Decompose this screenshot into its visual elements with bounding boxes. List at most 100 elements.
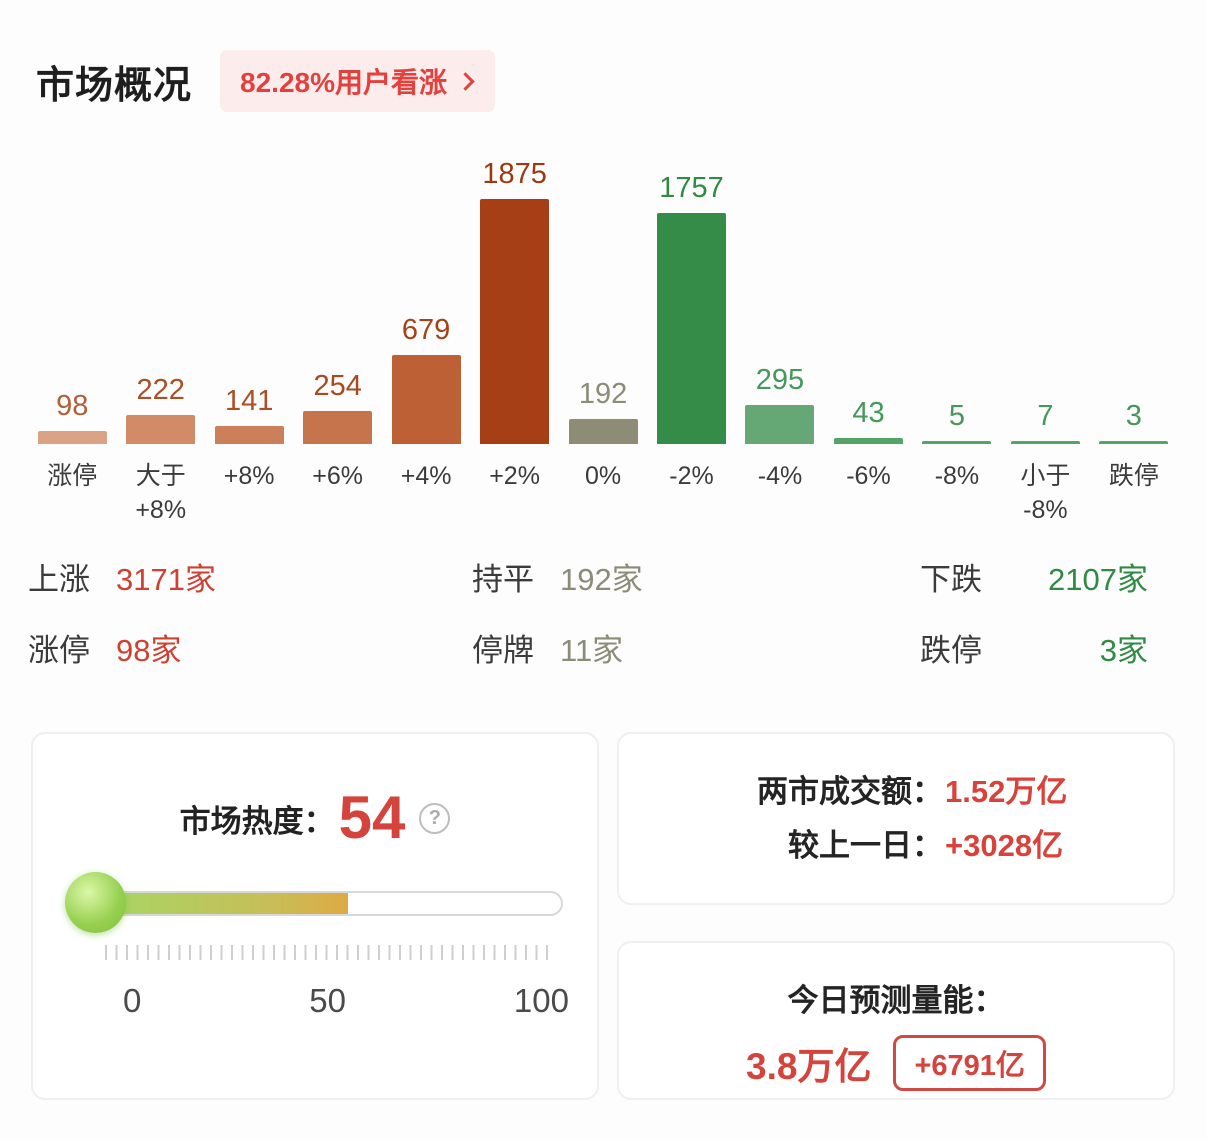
stat-suspended-value: 11家 xyxy=(560,633,624,668)
heat-value: 54 xyxy=(338,784,406,851)
bar-category-label: -4% xyxy=(757,462,803,490)
turnover-label: 两市成交额： xyxy=(757,774,943,810)
bar-category-label: 小于 -8% xyxy=(1020,462,1071,524)
stats-row-1: 上涨 3171家 持平 192家 下跌 2107家 xyxy=(28,554,1148,599)
turnover-line: 两市成交额： 1.52万亿 xyxy=(619,765,1173,818)
bar-value-label: 1875 xyxy=(482,158,547,190)
bar xyxy=(303,411,373,444)
bar-value-label: 192 xyxy=(578,378,628,410)
bar xyxy=(1010,441,1080,444)
bar-value-label: 679 xyxy=(401,314,451,346)
gauge-track[interactable] xyxy=(95,891,563,916)
bar-value-label: 3 xyxy=(1125,400,1142,432)
right-cards-column: 两市成交额： 1.52万亿 较上一日： +3028亿 今日预测量能： 3.8万亿… xyxy=(617,732,1175,1100)
stat-up-label: 上涨 xyxy=(28,562,90,597)
stat-suspended-label: 停牌 xyxy=(472,633,534,668)
market-stats: 上涨 3171家 持平 192家 下跌 2107家 涨停 98家 停牌 11家 xyxy=(0,554,1206,670)
bar xyxy=(37,431,107,444)
bar-stack: 295 xyxy=(736,158,824,444)
bar-stack: 43 xyxy=(824,158,912,444)
turnover-value: 1.52万亿 xyxy=(945,774,1068,810)
bar-category-label: +8% xyxy=(223,462,275,490)
page-title: 市场概况 xyxy=(36,64,193,107)
stat-flat: 持平 192家 xyxy=(472,554,920,599)
stat-limit-down: 跌停 3家 xyxy=(920,625,1148,670)
bar-category-label: -2% xyxy=(669,462,714,490)
turnover-change-line: 较上一日： +3028亿 xyxy=(619,819,1173,872)
stat-limit-up-label: 涨停 xyxy=(28,633,90,668)
turnover-card: 两市成交额： 1.52万亿 较上一日： +3028亿 xyxy=(617,732,1175,905)
bar xyxy=(214,426,284,444)
chart-column: 679 +4% xyxy=(382,158,470,528)
chart-column: 141 +8% xyxy=(205,158,293,528)
chart-column: 295 -4% xyxy=(736,158,824,528)
header: 市场概况 82.28%用户看涨 xyxy=(0,0,1206,112)
bar-stack: 5 xyxy=(913,158,1001,444)
heat-gauge xyxy=(65,872,563,934)
bar-value-label: 222 xyxy=(136,374,185,406)
stat-up: 上涨 3171家 xyxy=(28,554,472,599)
bar-category-label: -6% xyxy=(846,462,891,490)
chart-column: 43 -6% xyxy=(824,158,912,528)
stat-down-label: 下跌 xyxy=(920,562,982,597)
bar-value-label: 98 xyxy=(56,390,89,422)
stat-limit-up-value: 98家 xyxy=(116,633,182,668)
bar xyxy=(391,355,461,444)
forecast-line: 3.8万亿 +6791亿 xyxy=(619,1035,1173,1091)
chart-column: 5 -8% xyxy=(913,158,1001,528)
stat-up-value: 3171家 xyxy=(116,562,216,597)
bar-category-label: 跌停 xyxy=(1108,462,1159,490)
bar-stack: 3 xyxy=(1090,158,1178,444)
bar-category-label: 0% xyxy=(584,462,622,490)
gauge-knob[interactable] xyxy=(65,872,126,933)
chart-column: 192 0% xyxy=(559,158,647,528)
chart-column: 1875 +2% xyxy=(470,158,558,528)
gauge-scale-max: 100 xyxy=(513,982,569,1019)
heat-label: 市场热度： xyxy=(179,803,335,839)
stat-limit-down-label: 跌停 xyxy=(920,633,982,668)
bottom-cards: 市场热度： 54 ? 0 50 100 两市成交额： 1.52万亿 xyxy=(0,732,1206,1100)
bar-stack: 679 xyxy=(382,158,470,444)
chart-column: 1757 -2% xyxy=(647,158,735,528)
chart-column: 3 跌停 xyxy=(1090,158,1178,528)
stats-row-2: 涨停 98家 停牌 11家 跌停 3家 xyxy=(28,625,1148,670)
stat-down-value: 2107家 xyxy=(1048,562,1148,597)
bar-value-label: 1757 xyxy=(659,172,724,204)
bar-value-label: 7 xyxy=(1037,400,1054,432)
bar-category-label: +6% xyxy=(312,462,363,490)
bar xyxy=(480,199,550,444)
chart-column: 254 +6% xyxy=(293,158,381,528)
help-icon[interactable]: ? xyxy=(419,802,451,834)
bar-stack: 7 xyxy=(1001,158,1089,444)
forecast-value: 3.8万亿 xyxy=(746,1046,872,1087)
bar-value-label: 43 xyxy=(852,397,885,429)
stat-flat-value: 192家 xyxy=(560,562,643,597)
bar xyxy=(1099,441,1169,444)
bar-category-label: 涨停 xyxy=(47,462,98,490)
bullish-sentiment-label: 82.28%用户看涨 xyxy=(240,67,447,98)
bullish-sentiment-badge[interactable]: 82.28%用户看涨 xyxy=(220,50,495,112)
bar-value-label: 141 xyxy=(224,385,274,417)
bar-stack: 254 xyxy=(293,158,381,444)
bar-category-label: +2% xyxy=(489,462,540,490)
stat-limit-up: 涨停 98家 xyxy=(28,625,472,670)
bar-value-label: 254 xyxy=(313,370,362,402)
gauge-scale-min: 0 xyxy=(123,982,142,1019)
bar-stack: 192 xyxy=(559,158,647,444)
bar-stack: 98 xyxy=(28,158,116,444)
distribution-bar-chart: 98 涨停 222 大于 +8% 141 +8% 254 +6% 679 +4% 1875 +2% 19… xyxy=(0,158,1206,528)
bar xyxy=(745,405,815,444)
turnover-change-value: +3028亿 xyxy=(945,827,1064,863)
gauge-ruler-ticks xyxy=(105,945,551,960)
stat-limit-down-value: 3家 xyxy=(1099,633,1148,668)
bar xyxy=(657,213,727,444)
bar-stack: 141 xyxy=(205,158,293,444)
bar xyxy=(833,438,903,444)
gauge-scale: 0 50 100 xyxy=(123,982,569,1020)
bar-stack: 222 xyxy=(116,158,204,444)
bar-stack: 1875 xyxy=(470,158,558,444)
bar xyxy=(568,419,638,444)
bar xyxy=(126,415,196,444)
bar-value-label: 295 xyxy=(755,364,805,396)
